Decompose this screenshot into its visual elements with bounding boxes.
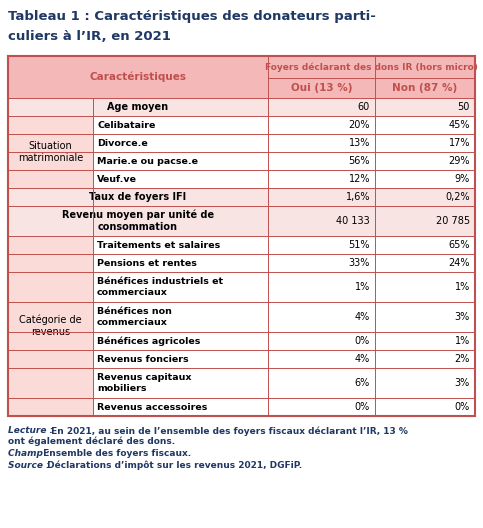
Text: 40 133: 40 133 [336, 216, 370, 226]
Text: Bénéfices industriels et
commerciaux: Bénéfices industriels et commerciaux [97, 277, 223, 297]
Bar [8, 188, 475, 206]
Text: Bénéfices agricoles: Bénéfices agricoles [97, 336, 200, 346]
Bar [8, 170, 475, 188]
Bar [8, 56, 475, 98]
Text: Veuf.ve: Veuf.ve [97, 174, 137, 184]
Text: Pensions et rentes: Pensions et rentes [97, 259, 197, 268]
Text: 56%: 56% [349, 156, 370, 166]
Text: Revenus accessoires: Revenus accessoires [97, 402, 207, 411]
Text: Revenus fonciers: Revenus fonciers [97, 354, 189, 363]
Bar [8, 272, 475, 302]
Text: 13%: 13% [349, 138, 370, 148]
Text: 29%: 29% [449, 156, 470, 166]
Bar [8, 116, 93, 188]
Text: Catégorie de
revenus: Catégorie de revenus [19, 315, 82, 337]
Bar [8, 206, 475, 236]
Text: 33%: 33% [349, 258, 370, 268]
Bar [8, 350, 475, 368]
Text: 4%: 4% [355, 354, 370, 364]
Bar [8, 236, 475, 254]
Bar [8, 332, 475, 350]
Text: Non (87 %): Non (87 %) [392, 83, 457, 93]
Text: 3%: 3% [455, 312, 470, 322]
Text: ont également déclaré des dons.: ont également déclaré des dons. [8, 437, 175, 447]
Text: Situation
matrimoniale: Situation matrimoniale [18, 141, 83, 163]
Text: 50: 50 [457, 102, 470, 112]
Text: Source :: Source : [8, 461, 50, 470]
Text: Bénéfices non
commerciaux: Bénéfices non commerciaux [97, 307, 172, 327]
Text: 20%: 20% [349, 120, 370, 130]
Text: Déclarations d’impôt sur les revenus 2021, DGFiP.: Déclarations d’impôt sur les revenus 202… [44, 461, 302, 470]
Bar [8, 254, 475, 272]
Bar [8, 98, 475, 116]
Text: 65%: 65% [449, 240, 470, 250]
Text: 17%: 17% [449, 138, 470, 148]
Text: 1%: 1% [355, 282, 370, 292]
Text: 12%: 12% [349, 174, 370, 184]
Text: 0%: 0% [355, 336, 370, 346]
Text: 1,6%: 1,6% [345, 192, 370, 202]
Text: 9%: 9% [455, 174, 470, 184]
Bar [8, 116, 475, 134]
Text: 3%: 3% [455, 378, 470, 388]
Text: En 2021, au sein de l’ensemble des foyers fiscaux déclarant l’IR, 13 %: En 2021, au sein de l’ensemble des foyer… [48, 426, 408, 436]
Text: Ensemble des foyers fiscaux.: Ensemble des foyers fiscaux. [40, 449, 191, 458]
Text: Lecture :: Lecture : [8, 426, 53, 435]
Text: Marie.e ou pacse.e: Marie.e ou pacse.e [97, 156, 198, 165]
Text: 2%: 2% [455, 354, 470, 364]
Text: 0%: 0% [355, 402, 370, 412]
Text: Revenus capitaux
mobiliers: Revenus capitaux mobiliers [97, 373, 191, 393]
Bar [8, 302, 475, 332]
Text: Celibataire: Celibataire [97, 120, 156, 129]
Bar [8, 368, 475, 398]
Text: Tableau 1 : Caractéristiques des donateurs parti-: Tableau 1 : Caractéristiques des donateu… [8, 10, 376, 23]
Bar [8, 398, 475, 416]
Text: 45%: 45% [449, 120, 470, 130]
Text: Foyers déclarant des dons IR (hors micro): Foyers déclarant des dons IR (hors micro… [265, 62, 478, 72]
Text: 4%: 4% [355, 312, 370, 322]
Text: Age moyen: Age moyen [107, 102, 169, 112]
Text: 24%: 24% [449, 258, 470, 268]
Text: Traitements et salaires: Traitements et salaires [97, 240, 220, 250]
Text: 51%: 51% [349, 240, 370, 250]
Text: 0,2%: 0,2% [445, 192, 470, 202]
Text: 60: 60 [358, 102, 370, 112]
Text: culiers à l’IR, en 2021: culiers à l’IR, en 2021 [8, 30, 171, 43]
Text: Caractéristiques: Caractéristiques [89, 72, 186, 82]
Bar [8, 236, 93, 416]
Text: Taux de foyers IFI: Taux de foyers IFI [89, 192, 186, 202]
Text: 1%: 1% [455, 282, 470, 292]
Text: 20 785: 20 785 [436, 216, 470, 226]
Text: 1%: 1% [455, 336, 470, 346]
Text: Divorce.e: Divorce.e [97, 138, 148, 147]
Bar [8, 134, 475, 152]
Text: 0%: 0% [455, 402, 470, 412]
Text: Revenu moyen par unité de
consommation: Revenu moyen par unité de consommation [62, 210, 214, 232]
Text: Champ :: Champ : [8, 449, 50, 458]
Bar [8, 152, 475, 170]
Text: Oui (13 %): Oui (13 %) [291, 83, 352, 93]
Text: 6%: 6% [355, 378, 370, 388]
